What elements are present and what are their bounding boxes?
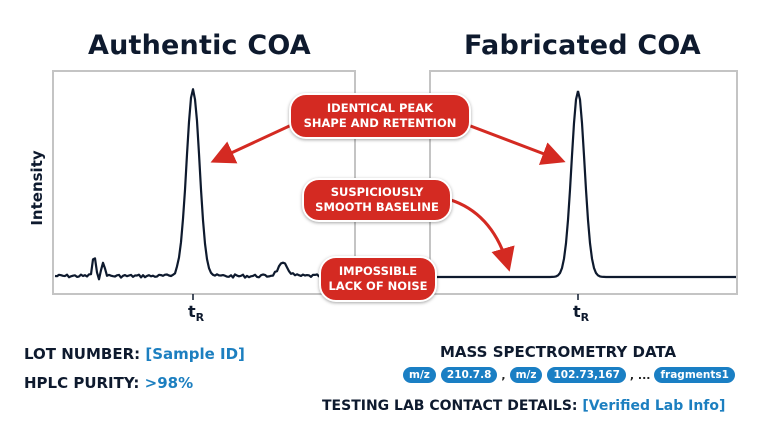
arrow-to-fabricated-peak — [459, 120, 566, 165]
authentic-coa-title: Authentic COA — [88, 30, 311, 61]
lab-contact-value: [Verified Lab Info] — [582, 398, 726, 414]
lack-of-noise-callout: IMPOSSIBLE LACK OF NOISE — [319, 256, 437, 302]
lot-number-value: [Sample ID] — [145, 345, 245, 363]
fabricated-coa-title: Fabricated COA — [464, 30, 701, 61]
fabricated-trace — [432, 90, 736, 279]
y-axis-label: Intensity — [28, 150, 46, 226]
arrow-to-smooth-baseline — [443, 196, 515, 272]
authentic-trace — [54, 88, 354, 281]
mz-value-2: 102.73,167 — [547, 367, 626, 383]
mass-spec-title: MASS SPECTROMETRY DATA — [440, 343, 677, 361]
lab-contact-line: TESTING LAB CONTACT DETAILS: [Verified L… — [322, 398, 726, 414]
tr-label-left: tR — [188, 302, 205, 324]
hplc-purity-line: HPLC PURITY: >98% — [24, 374, 194, 392]
mz-pill-2: m/z — [509, 367, 543, 383]
arrow-to-authentic-peak — [210, 120, 299, 164]
smooth-baseline-callout: SUSPICIOUSLY SMOOTH BASELINE — [302, 178, 452, 222]
tr-label-right: tR — [573, 302, 590, 324]
fragments-pill: fragments1 — [654, 367, 735, 383]
mass-spec-row: m/z 210.7.8 , m/z 102.73,167 , ... fragm… — [403, 367, 735, 383]
mz-pill-1: m/z — [403, 367, 436, 383]
lot-number-line: LOT NUMBER: [Sample ID] — [24, 345, 245, 363]
identical-peak-callout: IDENTICAL PEAK SHAPE AND RETENTION — [289, 93, 471, 139]
mz-value-1: 210.7.8 — [440, 367, 498, 383]
chromatogram-diagram: Intensity tR tR — [28, 70, 738, 324]
fabricated-panel-frame — [429, 70, 738, 295]
hplc-purity-value: >98% — [144, 374, 194, 392]
